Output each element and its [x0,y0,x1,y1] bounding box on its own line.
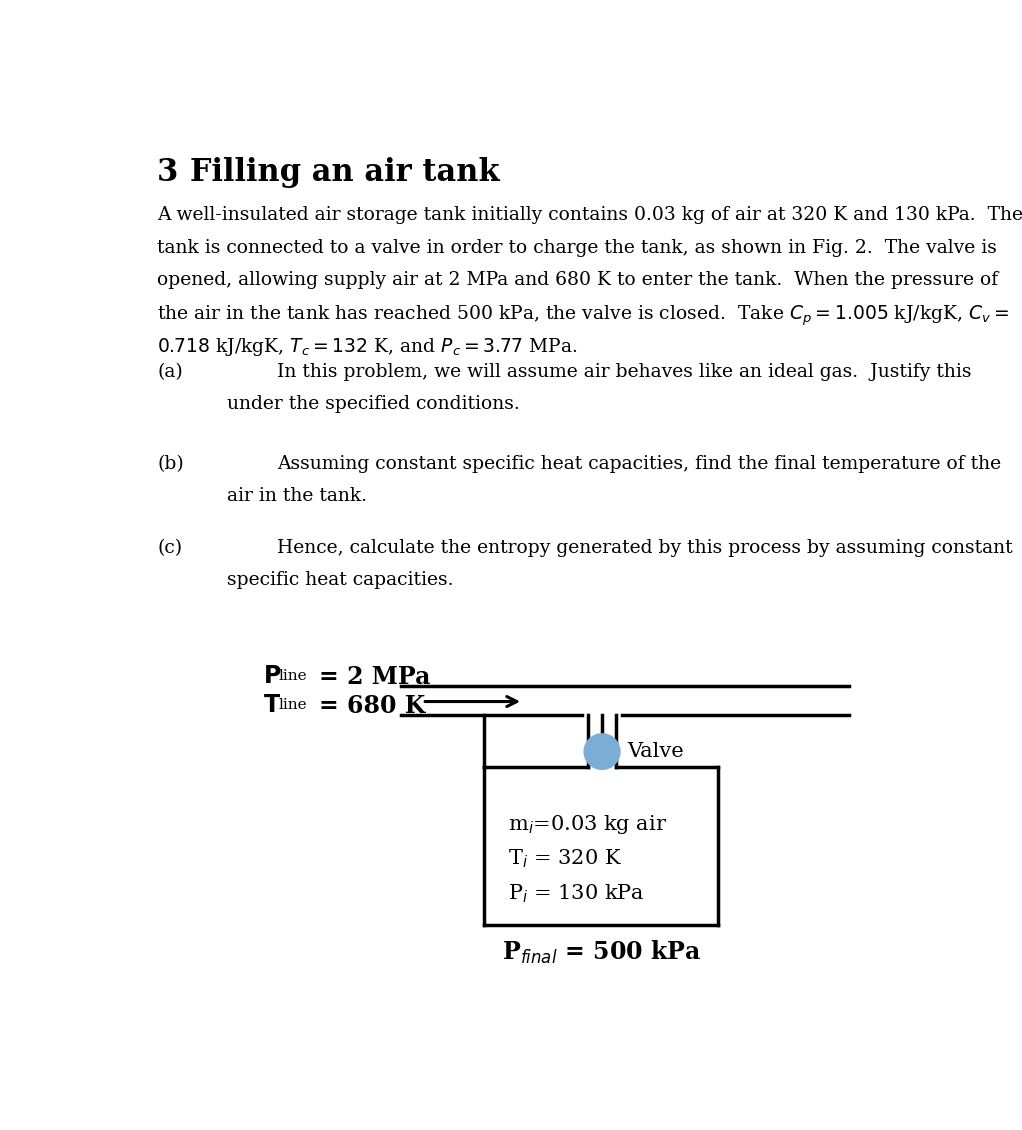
Text: $\mathbf{T}$: $\mathbf{T}$ [264,694,281,716]
Text: P$_i$ = 130 kPa: P$_i$ = 130 kPa [508,883,644,905]
Text: air in the tank.: air in the tank. [227,487,367,505]
Text: line: line [279,669,308,684]
Circle shape [584,733,620,770]
Text: m$_i$=0.03 kg air: m$_i$=0.03 kg air [508,814,666,836]
Text: Filling an air tank: Filling an air tank [190,157,500,189]
Text: line: line [279,697,308,712]
Text: Valve: Valve [626,742,684,762]
Text: A well-insulated air storage tank initially contains 0.03 kg of air at 320 K and: A well-insulated air storage tank initia… [157,207,1022,225]
Text: (b): (b) [157,455,184,473]
Text: T$_i$ = 320 K: T$_i$ = 320 K [508,848,621,870]
Text: opened, allowing supply air at 2 MPa and 680 K to enter the tank.  When the pres: opened, allowing supply air at 2 MPa and… [157,271,998,289]
Text: under the specified conditions.: under the specified conditions. [227,396,520,414]
Text: the air in the tank has reached 500 kPa, the valve is closed.  Take $C_p = 1.005: the air in the tank has reached 500 kPa,… [157,304,1010,328]
Text: Assuming constant specific heat capacities, find the final temperature of the: Assuming constant specific heat capaciti… [277,455,1002,473]
Text: specific heat capacities.: specific heat capacities. [227,572,454,590]
Text: = 680 K: = 680 K [319,694,425,718]
Text: (c): (c) [157,539,182,557]
Text: tank is connected to a valve in order to charge the tank, as shown in Fig. 2.  T: tank is connected to a valve in order to… [157,238,997,257]
Text: (a): (a) [157,363,183,381]
Text: $\mathbf{P}$: $\mathbf{P}$ [264,666,282,688]
Text: 3: 3 [157,157,179,189]
Text: = 2 MPa: = 2 MPa [319,666,430,689]
Text: $0.718$ kJ/kgK, $T_c = 132$ K, and $P_c = 3.77$ MPa.: $0.718$ kJ/kgK, $T_c = 132$ K, and $P_c … [157,336,578,358]
Text: In this problem, we will assume air behaves like an ideal gas.  Justify this: In this problem, we will assume air beha… [277,363,972,381]
Text: P$_{final}$ = 500 kPa: P$_{final}$ = 500 kPa [502,939,701,966]
Text: Hence, calculate the entropy generated by this process by assuming constant: Hence, calculate the entropy generated b… [277,539,1013,557]
